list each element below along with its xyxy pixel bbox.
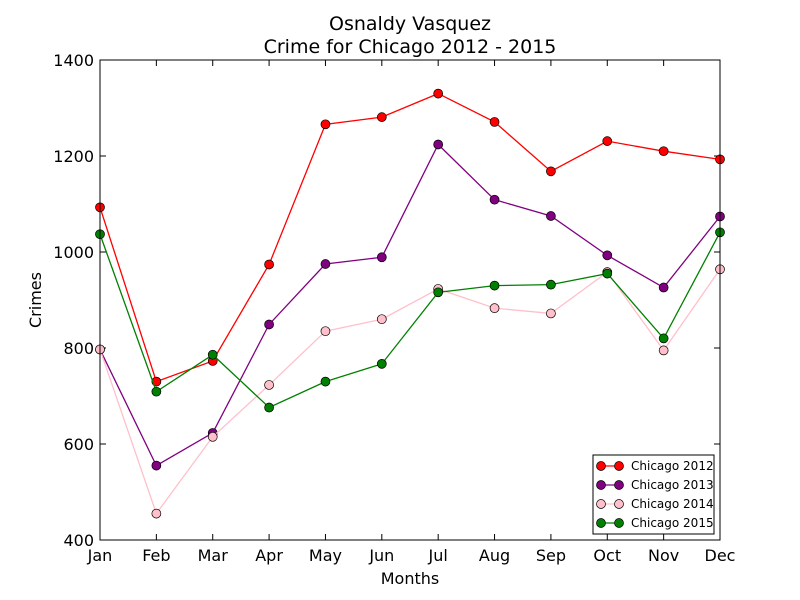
x-axis: Jan Feb Mar Apr May Jun Jul Aug Sep Oct Nov Dec <box>87 60 736 565</box>
data-point <box>658 146 669 157</box>
data-point <box>207 431 218 442</box>
legend-marker <box>614 518 624 528</box>
data-point <box>264 259 274 270</box>
legend-box <box>592 454 715 535</box>
y-tick-label: 1200 <box>53 147 94 166</box>
legend-item: Chicago 2013 <box>596 478 714 492</box>
data-point <box>546 211 556 221</box>
data-point <box>602 268 613 279</box>
legend-item: Chicago 2014 <box>596 497 714 511</box>
series-line <box>99 143 721 467</box>
data-point <box>376 358 387 369</box>
series-chicago-2015 <box>95 227 725 413</box>
data-point <box>602 250 613 261</box>
legend-label: Chicago 2014 <box>631 497 714 511</box>
data-point <box>489 194 500 205</box>
data-point <box>376 252 387 263</box>
x-tick-label: Oct <box>593 546 621 565</box>
data-point <box>658 345 669 356</box>
data-point <box>264 319 274 330</box>
data-point <box>264 402 274 413</box>
legend-marker <box>596 461 606 471</box>
x-tick-label: May <box>309 546 342 565</box>
legend-marker <box>596 518 606 528</box>
data-point <box>658 333 669 344</box>
legend-marker <box>596 480 606 490</box>
legend-marker <box>614 499 624 509</box>
y-tick-label: 400 <box>63 531 94 550</box>
x-tick-label: Nov <box>648 546 679 565</box>
y-axis-label: Crimes <box>26 272 45 328</box>
y-tick-label: 600 <box>63 435 94 454</box>
data-point <box>376 314 387 325</box>
y-tick-label: 1000 <box>53 243 94 262</box>
x-tick-label: Jan <box>87 546 113 565</box>
x-tick-label: Dec <box>705 546 736 565</box>
legend-label: Chicago 2013 <box>631 478 714 492</box>
legend-marker <box>596 499 606 509</box>
legend-marker <box>614 480 624 490</box>
y-tick-label: 800 <box>63 339 94 358</box>
data-point <box>433 88 444 99</box>
data-point <box>489 280 500 291</box>
data-point <box>264 380 274 390</box>
series-line <box>99 232 721 409</box>
data-point <box>151 386 162 397</box>
data-point <box>207 349 218 360</box>
x-tick-label: Mar <box>198 546 229 565</box>
series-line <box>99 92 721 383</box>
data-point <box>546 308 556 319</box>
data-point <box>320 119 331 130</box>
x-tick-label: Jul <box>428 546 448 565</box>
data-point <box>320 259 331 269</box>
legend-marker <box>614 461 624 471</box>
chart-title: Osnaldy Vasquez <box>329 13 491 35</box>
y-tick-label: 1400 <box>53 51 94 70</box>
plot-frame <box>99 59 721 541</box>
data-point <box>433 287 444 298</box>
data-point <box>151 460 162 471</box>
data-point <box>602 136 613 146</box>
series-chicago-2013 <box>95 139 725 471</box>
legend: Chicago 2012 Chicago 2013 Chicago 2014 Chic… <box>592 454 715 535</box>
legend-label: Chicago 2012 <box>631 459 714 473</box>
chart-subtitle: Crime for Chicago 2012 - 2015 <box>264 36 557 58</box>
data-point <box>489 117 500 127</box>
x-tick-label: Jun <box>368 546 394 565</box>
series-layer <box>95 88 725 519</box>
data-point <box>320 376 331 387</box>
data-point <box>546 279 556 290</box>
x-tick-label: Feb <box>142 546 170 565</box>
data-point <box>433 139 444 150</box>
x-tick-label: Apr <box>255 546 283 565</box>
x-tick-label: Sep <box>536 546 566 565</box>
legend-item: Chicago 2015 <box>596 516 714 530</box>
data-point <box>546 166 556 177</box>
legend-item: Chicago 2012 <box>596 459 714 473</box>
data-point <box>489 303 500 314</box>
data-point <box>320 326 331 337</box>
x-axis-label: Months <box>381 569 439 588</box>
data-point <box>151 508 162 519</box>
data-point <box>376 112 387 122</box>
data-point <box>658 282 669 293</box>
legend-label: Chicago 2015 <box>631 516 714 530</box>
x-tick-label: Aug <box>479 546 510 565</box>
